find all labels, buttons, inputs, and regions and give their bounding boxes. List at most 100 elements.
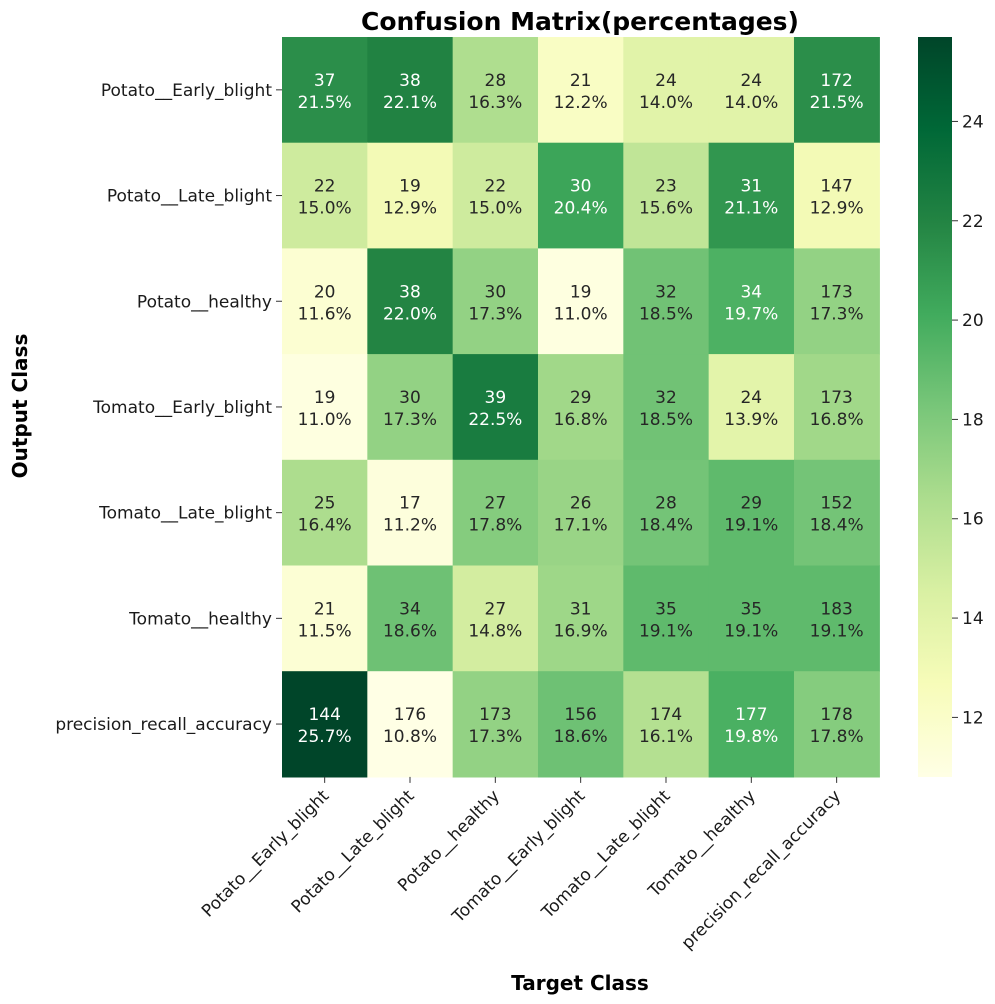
cell-count-label: 31	[570, 599, 592, 619]
cell-count-label: 174	[650, 705, 682, 725]
cell-percentage-label: 19.7%	[724, 304, 778, 324]
colorbar-tick-label: 22	[962, 212, 984, 232]
heatmap-cell	[452, 354, 539, 461]
cell-count-label: 30	[570, 177, 592, 197]
cell-percentage-label: 21.5%	[298, 93, 352, 113]
cell-percentage-label: 19.1%	[724, 621, 778, 641]
colorbar-tick-label: 18	[962, 410, 984, 430]
cell-percentage-label: 19.1%	[810, 621, 864, 641]
heatmap-cell	[793, 459, 880, 567]
heatmap-cell	[367, 248, 454, 355]
heatmap-cell	[367, 354, 454, 461]
cell-count-label: 39	[485, 388, 507, 408]
cell-percentage-label: 12.2%	[554, 93, 608, 113]
heatmap-cell	[623, 248, 710, 355]
heatmap-cell	[452, 37, 539, 144]
cell-percentage-label: 25.7%	[298, 727, 352, 747]
cell-percentage-label: 11.6%	[298, 304, 352, 324]
heatmap-cell	[282, 248, 368, 355]
cell-count-label: 24	[740, 71, 762, 91]
cell-count-label: 144	[308, 705, 340, 725]
heatmap-cell	[367, 37, 454, 144]
heatmap-cell	[793, 671, 880, 778]
heatmap-cell	[282, 565, 368, 672]
cell-count-label: 24	[655, 71, 677, 91]
cell-count-label: 22	[314, 177, 336, 197]
cell-count-label: 29	[740, 494, 762, 514]
heatmap-cells: 3721.5%3822.1%2816.3%2112.2%2414.0%2414.…	[282, 37, 880, 778]
cell-percentage-label: 16.1%	[639, 727, 693, 747]
cell-percentage-label: 17.8%	[468, 516, 522, 536]
cell-count-label: 28	[655, 494, 677, 514]
cell-count-label: 32	[655, 388, 677, 408]
y-tick-label: precision_recall_accuracy	[55, 715, 272, 735]
cell-count-label: 20	[314, 282, 336, 302]
cell-percentage-label: 17.3%	[383, 410, 437, 430]
heatmap-cell	[537, 459, 624, 567]
heatmap-cell	[623, 354, 710, 461]
heatmap-cell	[793, 37, 880, 144]
cell-count-label: 183	[820, 599, 852, 619]
cell-count-label: 173	[820, 282, 852, 302]
cell-count-label: 34	[740, 282, 762, 302]
heatmap-cell	[793, 248, 880, 355]
y-axis-ticks: Potato__Early_blight Potato__Late_blight P…	[55, 81, 282, 735]
cell-percentage-label: 13.9%	[724, 410, 778, 430]
heatmap-cell	[282, 354, 368, 461]
cell-percentage-label: 12.9%	[810, 199, 864, 219]
y-tick-label: Tomato__Early_blight	[92, 398, 272, 418]
heatmap-cell	[708, 671, 795, 778]
heatmap-cell	[537, 37, 624, 144]
cell-count-label: 19	[314, 388, 336, 408]
cell-percentage-label: 22.5%	[468, 410, 522, 430]
cell-percentage-label: 22.1%	[383, 93, 437, 113]
cell-count-label: 38	[399, 71, 421, 91]
cell-percentage-label: 22.0%	[383, 304, 437, 324]
cell-count-label: 30	[399, 388, 421, 408]
cell-count-label: 178	[820, 705, 852, 725]
cell-percentage-label: 16.3%	[468, 93, 522, 113]
cell-count-label: 34	[399, 599, 421, 619]
cell-percentage-label: 18.5%	[639, 304, 693, 324]
heatmap-cell	[537, 142, 624, 249]
cell-percentage-label: 14.8%	[468, 621, 522, 641]
cell-count-label: 27	[485, 494, 507, 514]
heatmap-cell	[623, 671, 710, 778]
cell-count-label: 177	[735, 705, 767, 725]
heatmap-cell	[537, 354, 624, 461]
cell-percentage-label: 16.9%	[554, 621, 608, 641]
heatmap-cell	[537, 565, 624, 672]
cell-count-label: 32	[655, 282, 677, 302]
cell-percentage-label: 11.0%	[298, 410, 352, 430]
cell-count-label: 22	[485, 177, 507, 197]
colorbar	[918, 37, 952, 777]
cell-percentage-label: 16.8%	[810, 410, 864, 430]
cell-percentage-label: 17.3%	[468, 304, 522, 324]
cell-count-label: 31	[740, 177, 762, 197]
cell-percentage-label: 12.9%	[383, 199, 437, 219]
heatmap-cell	[623, 142, 710, 249]
heatmap-cell	[793, 354, 880, 461]
heatmap-cell	[537, 248, 624, 355]
cell-percentage-label: 10.8%	[383, 727, 437, 747]
heatmap-cell	[708, 248, 795, 355]
cell-percentage-label: 19.1%	[639, 621, 693, 641]
heatmap-cell	[452, 671, 539, 778]
cell-percentage-label: 15.0%	[468, 199, 522, 219]
heatmap-cell	[793, 565, 880, 672]
heatmap-cell	[708, 142, 795, 249]
heatmap-cell	[452, 142, 539, 249]
heatmap-cell	[452, 459, 539, 567]
colorbar-tick-label: 14	[962, 609, 984, 629]
cell-count-label: 35	[655, 599, 677, 619]
cell-percentage-label: 17.1%	[554, 516, 608, 536]
cell-count-label: 173	[479, 705, 511, 725]
cell-count-label: 30	[485, 282, 507, 302]
cell-count-label: 24	[740, 388, 762, 408]
cell-percentage-label: 16.4%	[298, 516, 352, 536]
cell-percentage-label: 18.4%	[639, 516, 693, 536]
cell-percentage-label: 14.0%	[639, 93, 693, 113]
cell-count-label: 21	[570, 71, 592, 91]
cell-count-label: 172	[820, 71, 852, 91]
